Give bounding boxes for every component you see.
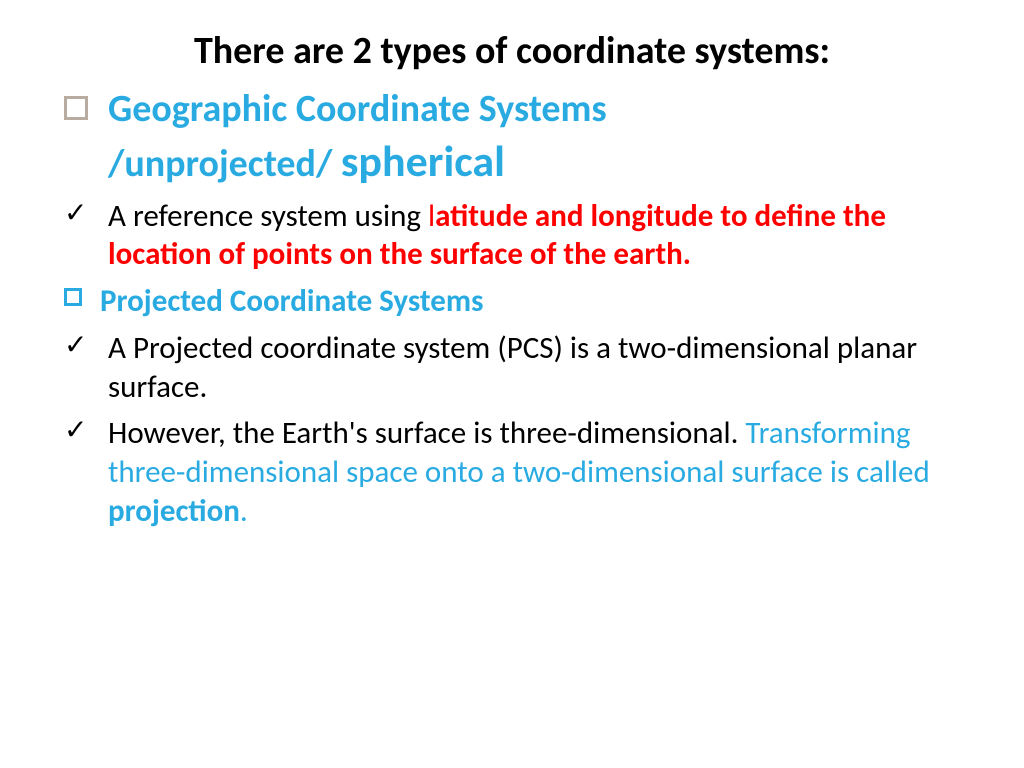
pcs-text: Projected Coordinate Systems — [100, 282, 483, 320]
gcs-desc-part1: A reference system using — [108, 197, 428, 235]
pcs-desc2-part1: However, the Earth's surface is three-di… — [108, 414, 745, 452]
pcs-desc1-text: A Projected coordinate system (PCS) is a… — [108, 329, 964, 407]
bullet-pcs-desc1: ✓ A Projected coordinate system (PCS) is… — [60, 329, 964, 407]
square-bullet-icon — [60, 86, 108, 120]
bullet-pcs-desc2: ✓ However, the Earth's surface is three-… — [60, 414, 964, 530]
bullet-marker — [64, 288, 82, 306]
gcs-line2a: /unprojected/ — [108, 141, 341, 187]
bullet-marker: ✓ — [64, 199, 87, 227]
pcs-desc1: A Projected coordinate system (PCS) is a… — [108, 329, 917, 406]
bullet-gcs: Geographic Coordinate Systems /unproject… — [60, 86, 964, 189]
gcs-desc-text: A reference system using latitude and lo… — [108, 197, 964, 275]
bullet-marker: ✓ — [64, 416, 87, 444]
bullet-marker: ✓ — [64, 331, 87, 359]
gcs-heading: Geographic Coordinate Systems /unproject… — [108, 86, 964, 189]
pcs-desc2-text: However, the Earth's surface is three-di… — [108, 414, 964, 530]
check-bullet-icon: ✓ — [60, 197, 108, 227]
pcs-heading: Projected Coordinate Systems — [100, 282, 964, 321]
bullet-gcs-desc: ✓ A reference system using latitude and … — [60, 197, 964, 275]
pcs-desc2-part4: . — [240, 492, 248, 530]
bullet-pcs: Projected Coordinate Systems — [60, 282, 964, 321]
gcs-spherical: spherical — [341, 134, 505, 188]
pcs-desc2-part3: projection — [108, 492, 240, 530]
gcs-line1: Geographic Coordinate Systems — [108, 86, 607, 132]
check-bullet-icon: ✓ — [60, 329, 108, 359]
bullet-marker — [64, 96, 88, 120]
check-bullet-icon: ✓ — [60, 414, 108, 444]
slide-title: There are 2 types of coordinate systems: — [60, 28, 964, 74]
